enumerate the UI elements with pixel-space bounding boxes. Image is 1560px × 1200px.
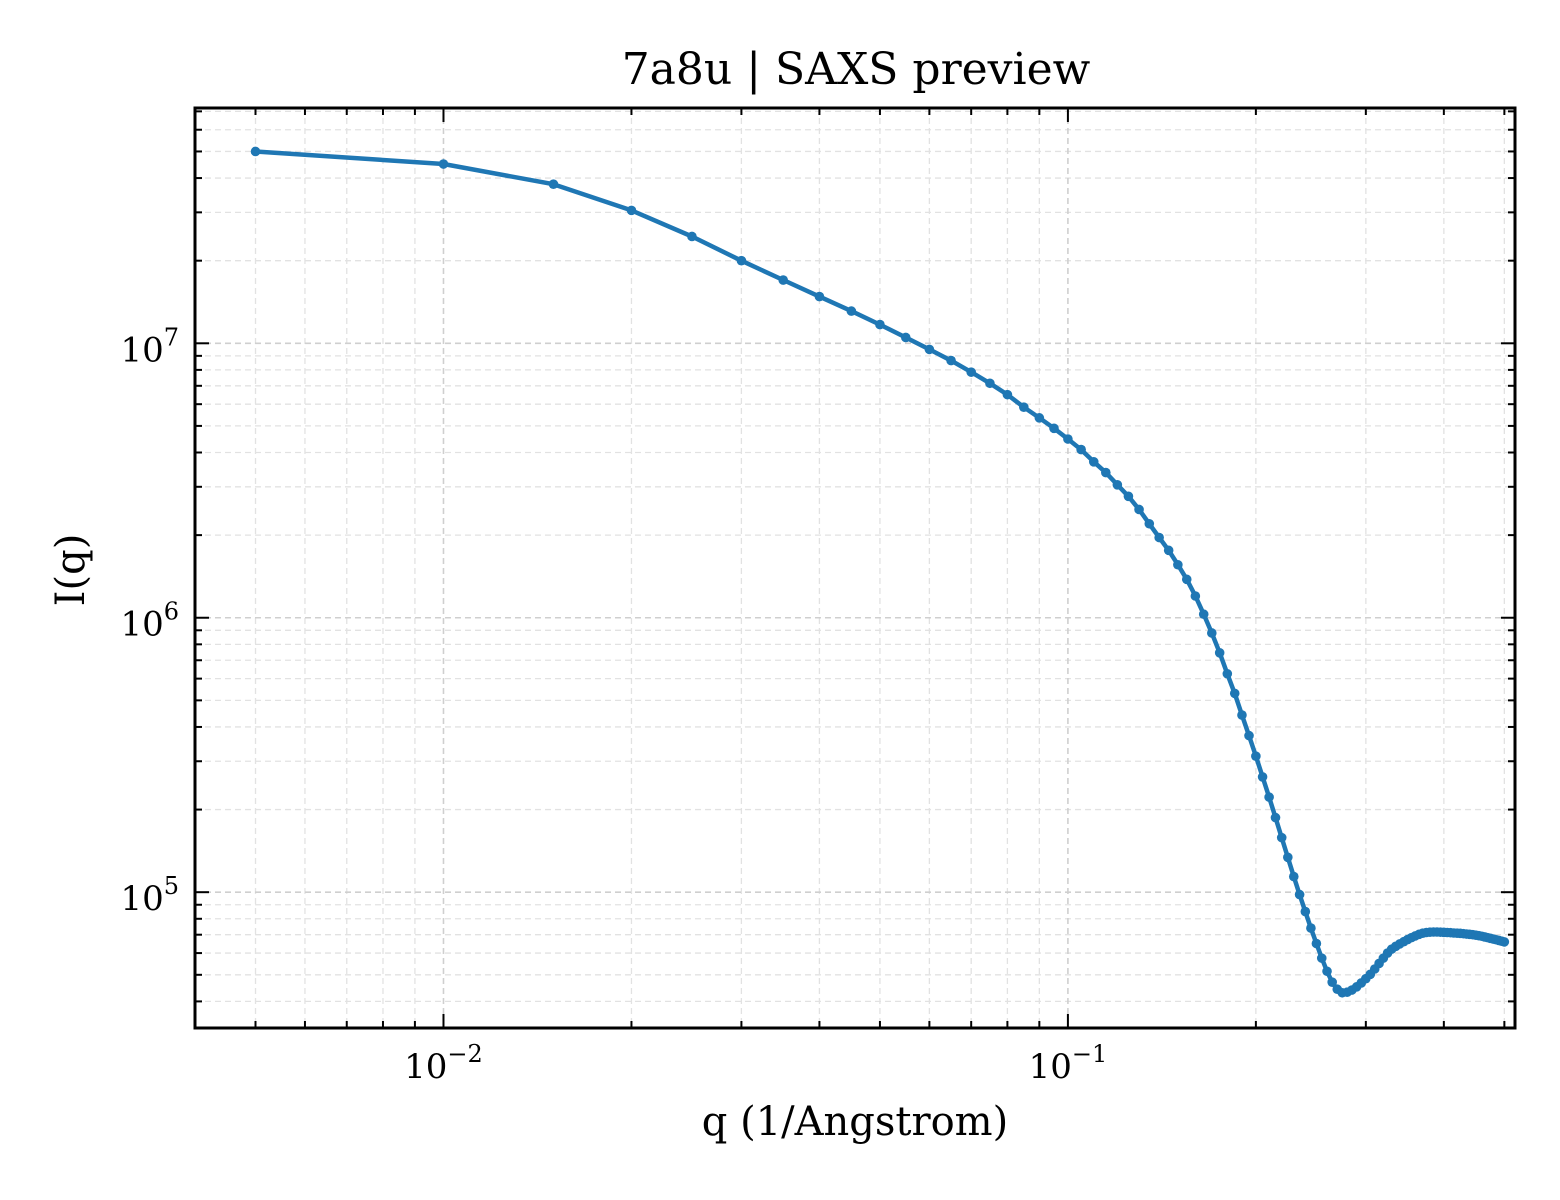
data-point: [1101, 467, 1111, 478]
y-tick-label: 105: [120, 872, 179, 919]
data-point: [1499, 937, 1510, 947]
data-point: [1251, 751, 1261, 761]
data-point: [1327, 977, 1337, 987]
data-point: [1264, 792, 1274, 802]
x-tick-label: 10−2: [404, 1040, 483, 1087]
data-point: [736, 255, 747, 266]
data-point: [875, 319, 885, 330]
plot-frame: [193, 106, 1517, 1030]
axis-ticks: [194, 108, 1515, 1028]
x-tick-label: 10−1: [1029, 1040, 1108, 1087]
data-point: [1244, 730, 1254, 741]
x-axis-label: q (1/Angstrom): [702, 1099, 1008, 1145]
data-point: [1300, 906, 1311, 917]
data-point: [778, 275, 789, 285]
data-point: [946, 355, 956, 366]
data-point: [1144, 518, 1155, 529]
data-point: [1002, 389, 1013, 400]
data-point: [626, 205, 637, 216]
data-point: [1257, 772, 1268, 782]
data-point: [687, 231, 697, 242]
data-point: [1034, 413, 1045, 423]
data-point: [250, 146, 261, 157]
data-point: [1288, 871, 1299, 882]
data-point: [548, 179, 559, 189]
data-point: [1214, 648, 1225, 658]
data-point: [1229, 688, 1240, 699]
data-point: [814, 291, 825, 302]
data-point: [1076, 444, 1086, 455]
chart-title: 7a8u | SAXS preview: [622, 44, 1091, 95]
tick-labels: 10−2 10−1 105 106 107: [120, 323, 1107, 1087]
data-point: [924, 344, 935, 355]
data-point: [1049, 423, 1059, 434]
data-point: [985, 378, 995, 389]
data-point: [1270, 812, 1281, 823]
series-layer: [250, 146, 1510, 998]
data-point: [1276, 832, 1287, 843]
data-point: [1237, 710, 1247, 720]
y-tick-label: 106: [120, 598, 179, 645]
series-points: [250, 146, 1510, 998]
y-tick-label: 107: [120, 323, 179, 370]
data-point: [438, 159, 449, 169]
data-point: [1163, 545, 1174, 556]
data-point: [1190, 591, 1201, 601]
data-point: [1311, 938, 1322, 949]
data-point: [1123, 491, 1134, 502]
data-point: [900, 332, 911, 343]
y-axis-label: I(q): [48, 534, 94, 607]
data-point: [1173, 559, 1183, 570]
data-point: [1207, 628, 1217, 638]
data-point: [1222, 668, 1233, 679]
data-point: [1154, 532, 1164, 543]
data-point: [1306, 923, 1316, 933]
data-point: [1283, 852, 1293, 863]
data-point: [1019, 402, 1029, 412]
data-point: [1198, 609, 1209, 620]
data-point: [1112, 480, 1123, 490]
data-point: [846, 306, 857, 316]
data-point: [1322, 966, 1332, 977]
data-point: [966, 367, 976, 377]
grid-minor: [194, 108, 1515, 1028]
data-point: [1181, 574, 1192, 585]
data-point: [1134, 504, 1144, 515]
grid-major: [195, 108, 1515, 1028]
data-point: [1088, 456, 1099, 467]
data-point: [1316, 953, 1327, 963]
data-point: [1294, 889, 1305, 900]
data-point: [1063, 434, 1073, 444]
